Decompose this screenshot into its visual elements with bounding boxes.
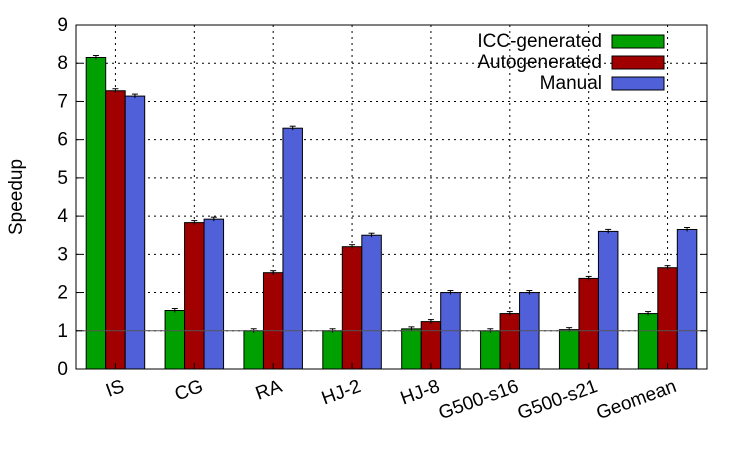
legend-item: Manual (540, 73, 665, 94)
legend-swatch (611, 34, 665, 49)
bar-autogenerated-hj-8 (420, 321, 442, 370)
legend-swatch (611, 55, 665, 70)
y-tick-label: 2 (57, 283, 68, 304)
bar-manual-g500-s21 (597, 230, 619, 370)
legend-label: ICC-generated (477, 31, 602, 52)
x-tick-label: Geomean (594, 376, 680, 424)
x-tick-label: HJ-2 (319, 376, 364, 409)
x-tick-label: IS (103, 376, 127, 402)
bar-manual-ra (282, 127, 303, 370)
legend-item: Autogenerated (477, 52, 665, 73)
bar-icc-generated-g500-s21 (558, 329, 580, 370)
y-axis-label: Speedup (6, 159, 27, 235)
y-tick-label: 1 (57, 321, 68, 342)
y-tick-label: 3 (57, 244, 68, 265)
bar-icc-generated-ra (243, 330, 264, 370)
bar-autogenerated-hj-2 (341, 246, 363, 370)
x-tick-label: RA (253, 376, 285, 405)
legend-label: Manual (540, 73, 602, 94)
y-tick-label: 0 (57, 359, 68, 380)
legend-item: ICC-generated (477, 31, 665, 52)
y-tick-label: 5 (57, 168, 68, 189)
bar-icc-generated-hj-8 (401, 328, 422, 370)
x-tick-label: G500-s21 (515, 376, 601, 424)
plot-frame (75, 24, 708, 370)
bar-icc-generated-hj-2 (322, 330, 343, 370)
bar-icc-generated-g500-s16 (480, 330, 501, 370)
bars (85, 54, 698, 370)
bar-icc-generated-cg (164, 310, 186, 370)
y-tick-label: 6 (57, 130, 68, 151)
bar-autogenerated-is (105, 90, 126, 370)
axes (75, 24, 708, 370)
bar-manual-cg (203, 218, 225, 370)
bar-manual-hj-2 (361, 234, 382, 370)
y-tick-label: 4 (57, 206, 68, 227)
bar-autogenerated-ra (262, 272, 284, 370)
y-tick-label: 8 (57, 53, 68, 74)
bar-manual-is (124, 95, 146, 370)
x-tick-label: G500-s16 (436, 376, 522, 424)
legend-swatch (611, 76, 665, 91)
y-tick-label: 7 (57, 91, 68, 112)
y-tick-label: 9 (57, 15, 68, 36)
bar-autogenerated-geomean (657, 267, 678, 370)
bar-autogenerated-g500-s21 (578, 277, 599, 370)
bar-manual-geomean (676, 228, 698, 370)
legend-label: Autogenerated (477, 52, 602, 73)
x-tick-label: CG (172, 376, 206, 405)
bar-icc-generated-is (85, 56, 107, 370)
bar-icc-generated-geomean (637, 313, 659, 370)
bar-autogenerated-cg (184, 222, 205, 370)
bar-autogenerated-g500-s16 (499, 313, 521, 370)
